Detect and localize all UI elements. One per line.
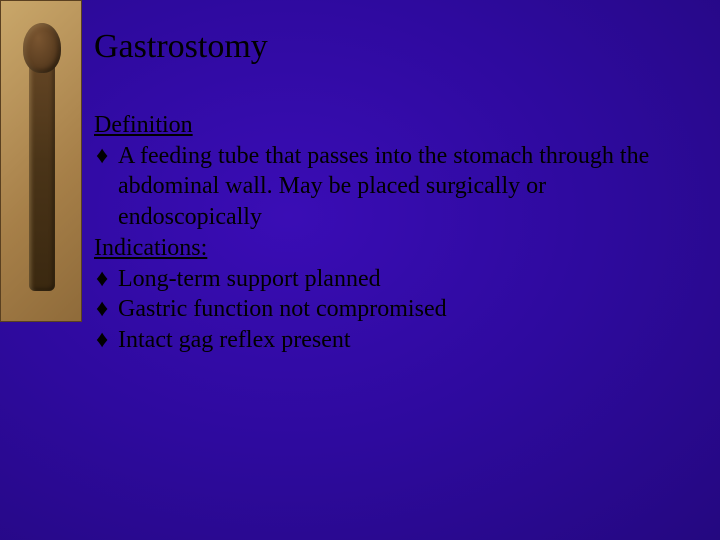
diamond-bullet-icon: ♦ [94,325,118,356]
bullet-text: Gastric function not compromised [118,294,690,325]
bullet-item: ♦ Intact gag reflex present [94,325,690,356]
slide-content: Gastrostomy Definition ♦ A feeding tube … [94,28,690,356]
diamond-bullet-icon: ♦ [94,264,118,295]
section-label-indications: Indications: [94,233,690,264]
bullet-item: ♦ Gastric function not compromised [94,294,690,325]
bullet-item: ♦ Long-term support planned [94,264,690,295]
section-label-definition: Definition [94,110,690,141]
bullet-text: Intact gag reflex present [118,325,690,356]
sidebar-decorative-image [0,0,82,322]
bullet-item: ♦ A feeding tube that passes into the st… [94,141,690,233]
slide-body: Definition ♦ A feeding tube that passes … [94,110,690,356]
bullet-text: Long-term support planned [118,264,690,295]
diamond-bullet-icon: ♦ [94,294,118,325]
slide-title: Gastrostomy [94,28,690,66]
diamond-bullet-icon: ♦ [94,141,118,172]
bullet-text: A feeding tube that passes into the stom… [118,141,690,233]
